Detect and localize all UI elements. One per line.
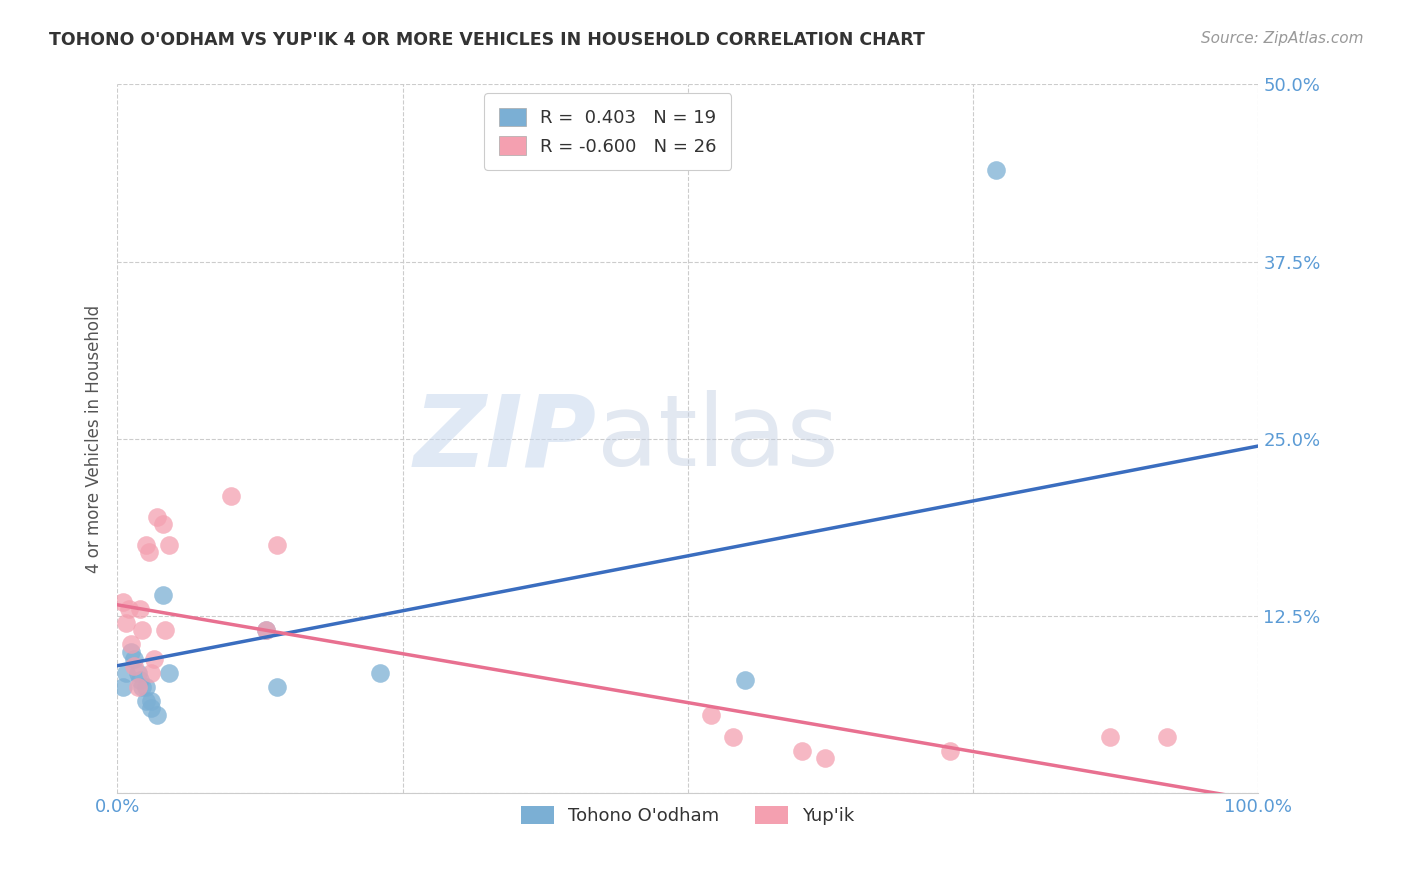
Point <box>723 730 745 744</box>
Point <box>146 708 169 723</box>
Point <box>1156 730 1178 744</box>
Point <box>146 509 169 524</box>
Point <box>111 680 134 694</box>
Point <box>117 602 139 616</box>
Point <box>699 708 721 723</box>
Point <box>153 624 176 638</box>
Point <box>157 665 180 680</box>
Point <box>1099 730 1122 744</box>
Point <box>129 673 152 687</box>
Point <box>138 545 160 559</box>
Point <box>152 588 174 602</box>
Point <box>790 744 813 758</box>
Point <box>254 624 277 638</box>
Point <box>129 602 152 616</box>
Point <box>115 665 138 680</box>
Point <box>254 624 277 638</box>
Point <box>814 751 837 765</box>
Point <box>141 665 163 680</box>
Point <box>157 538 180 552</box>
Point <box>135 680 157 694</box>
Point <box>131 680 153 694</box>
Point <box>266 680 288 694</box>
Point <box>142 651 165 665</box>
Point <box>368 665 391 680</box>
Text: ZIP: ZIP <box>413 391 596 487</box>
Point <box>221 489 243 503</box>
Point <box>111 595 134 609</box>
Point <box>124 651 146 665</box>
Point <box>124 658 146 673</box>
Point <box>135 538 157 552</box>
Legend: Tohono O'odham, Yup'ik: Tohono O'odham, Yup'ik <box>512 797 863 834</box>
Point <box>135 694 157 708</box>
Point <box>984 162 1007 177</box>
Point <box>120 638 142 652</box>
Point <box>120 644 142 658</box>
Text: atlas: atlas <box>596 391 838 487</box>
Point <box>141 694 163 708</box>
Text: TOHONO O'ODHAM VS YUP'IK 4 OR MORE VEHICLES IN HOUSEHOLD CORRELATION CHART: TOHONO O'ODHAM VS YUP'IK 4 OR MORE VEHIC… <box>49 31 925 49</box>
Point <box>127 680 149 694</box>
Point <box>266 538 288 552</box>
Point <box>141 701 163 715</box>
Point <box>734 673 756 687</box>
Point <box>131 624 153 638</box>
Point <box>127 665 149 680</box>
Point <box>115 616 138 631</box>
Text: Source: ZipAtlas.com: Source: ZipAtlas.com <box>1201 31 1364 46</box>
Point <box>939 744 962 758</box>
Point <box>152 516 174 531</box>
Y-axis label: 4 or more Vehicles in Household: 4 or more Vehicles in Household <box>86 305 103 573</box>
